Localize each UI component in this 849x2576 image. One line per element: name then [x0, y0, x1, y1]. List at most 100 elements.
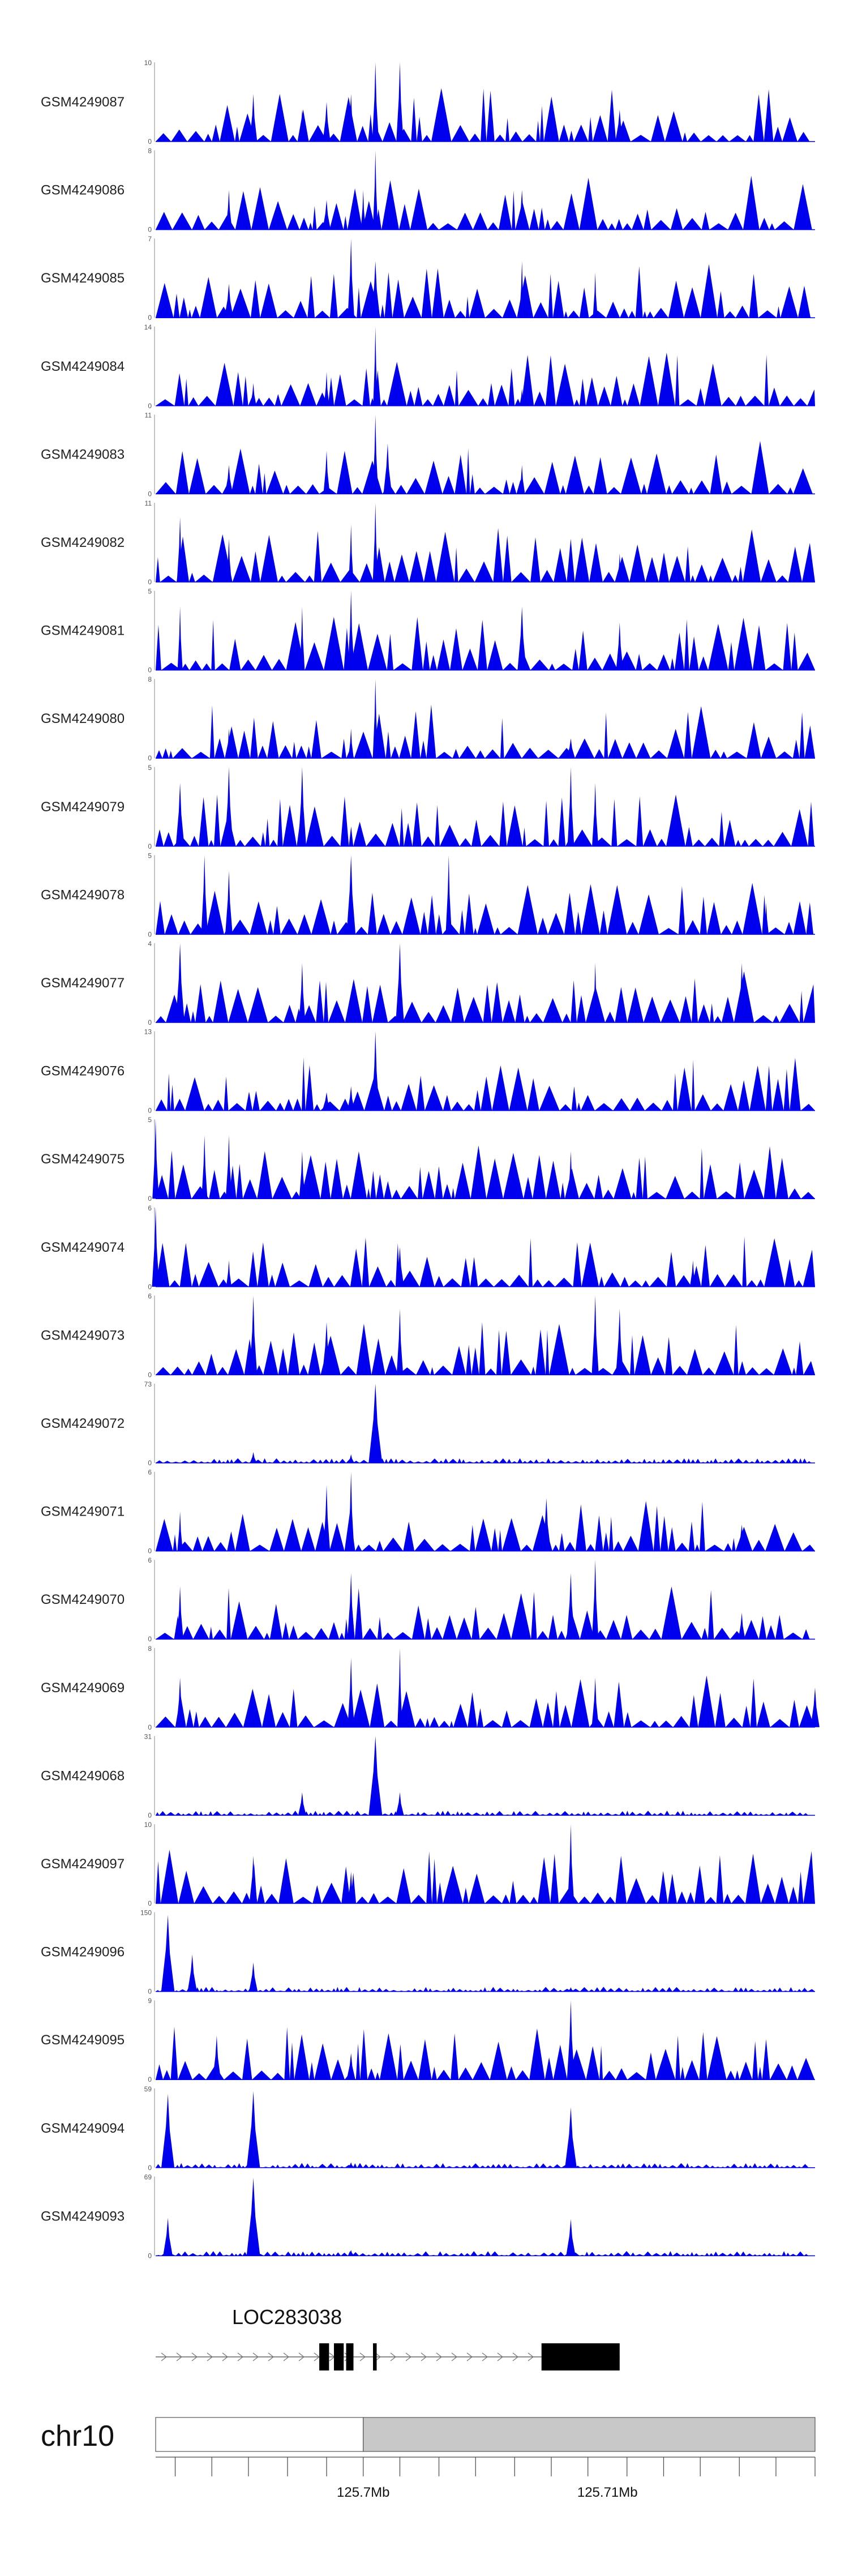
strand-arrow	[421, 2352, 427, 2361]
y-max-label: 6	[148, 1556, 152, 1564]
strand-arrow	[497, 2352, 504, 2361]
coverage-peak	[323, 102, 331, 142]
coverage-peak	[495, 2062, 500, 2080]
coverage-peak	[322, 1092, 331, 1111]
coverage-area	[156, 440, 813, 494]
y-min-label: 0	[148, 666, 152, 674]
track-GSM4249087: GSM4249087 10 0	[41, 59, 815, 146]
coverage-area	[156, 264, 811, 318]
y-max-label: 7	[148, 235, 152, 243]
track-GSM4249077: GSM4249077 4 0	[41, 940, 815, 1026]
track-label: GSM4249074	[41, 1240, 125, 1255]
coverage-area	[156, 1322, 815, 1375]
coverage-peak	[372, 62, 379, 142]
coverage-peak	[737, 1524, 747, 1551]
coverage-peak	[396, 1792, 404, 1816]
coverage-peak	[225, 871, 233, 935]
coverage-peak	[445, 855, 452, 935]
coverage-peak	[591, 1678, 599, 1727]
coverage-peak	[177, 1511, 183, 1551]
y-min-label: 0	[148, 402, 152, 410]
coverage-peak	[372, 150, 378, 230]
coverage-area	[156, 1501, 815, 1551]
track-label: GSM4249071	[41, 1504, 125, 1520]
y-min-label: 0	[148, 1723, 152, 1731]
axis-tick-label: 125.71Mb	[577, 2485, 638, 2500]
y-min-label: 0	[148, 2252, 152, 2260]
track-label: GSM4249076	[41, 1064, 125, 1079]
coverage-area	[156, 88, 810, 142]
coverage-peak	[397, 1648, 402, 1727]
track-label: GSM4249080	[41, 711, 125, 726]
coverage-peak	[225, 190, 232, 230]
coverage-peak	[225, 1135, 232, 1199]
track-label: GSM4249084	[41, 359, 125, 374]
strand-arrow	[528, 2352, 534, 2361]
coverage-peak	[591, 1560, 599, 1640]
strand-arrow	[466, 2352, 473, 2361]
y-max-label: 8	[148, 147, 152, 155]
track-GSM4249094: GSM4249094 59 0	[41, 2085, 815, 2172]
track-GSM4249084: GSM4249084 14 0	[41, 323, 815, 410]
coverage-peak	[567, 1824, 574, 1903]
track-label: GSM4249079	[41, 799, 125, 815]
track-GSM4249085: GSM4249085 7 0	[41, 235, 815, 322]
coverage-area	[156, 176, 812, 230]
coverage-peak	[323, 1484, 331, 1551]
coverage-peak	[201, 1135, 208, 1199]
coverage-area	[156, 1850, 815, 1903]
coverage-peak	[347, 94, 355, 142]
y-max-label: 4	[148, 940, 152, 948]
strand-arrow	[512, 2352, 519, 2361]
coverage-area	[156, 1811, 809, 1816]
y-max-label: 14	[144, 323, 152, 331]
coverage-peak	[161, 1915, 175, 1992]
track-GSM4249075: GSM4249075 5 0	[41, 1116, 815, 1203]
track-GSM4249070: GSM4249070 6 0	[41, 1556, 815, 1643]
coverage-peak	[738, 1612, 745, 1640]
strand-arrow	[298, 2352, 305, 2361]
coverage-peak	[348, 2162, 354, 2168]
coverage-peak	[322, 1322, 331, 1375]
coverage-area	[156, 794, 814, 846]
coverage-tracks: GSM4249087100GSM424908680GSM424908570GSM…	[41, 59, 820, 2260]
coverage-peak	[616, 1308, 624, 1375]
coverage-area	[156, 704, 815, 759]
coverage-peak	[566, 2219, 576, 2256]
coverage-area	[156, 352, 815, 406]
exon-block	[319, 2343, 329, 2370]
coverage-peak	[348, 1471, 354, 1551]
coverage-peak	[323, 451, 330, 494]
coverage-peak	[591, 1295, 599, 1375]
y-min-label: 0	[148, 1371, 152, 1379]
y-max-label: 8	[148, 1645, 152, 1653]
coverage-peak	[298, 1792, 306, 1816]
coverage-peak	[617, 553, 622, 582]
track-GSM4249072: GSM4249072 73 0	[41, 1380, 815, 1467]
y-min-label: 0	[148, 1899, 152, 1907]
y-max-label: 69	[144, 2173, 152, 2181]
coverage-area	[156, 1586, 810, 1640]
coverage-peak	[361, 190, 366, 230]
coverage-peak	[249, 1856, 258, 1903]
y-max-label: 6	[148, 1469, 152, 1477]
coverage-peak	[567, 2000, 575, 2080]
track-label: GSM4249096	[41, 1945, 125, 1960]
track-label: GSM4249077	[41, 975, 125, 991]
strand-arrow	[176, 2352, 183, 2361]
y-max-label: 8	[148, 675, 152, 683]
track-label: GSM4249095	[41, 2032, 125, 2048]
chromosome-axis: 125.7Mb 125.71Mb	[155, 2417, 816, 2500]
strand-arrow	[482, 2352, 488, 2361]
y-max-label: 6	[148, 1204, 152, 1212]
coverage-peak	[811, 1687, 820, 1727]
coverage-peak	[348, 524, 354, 582]
coverage-area	[156, 528, 815, 582]
y-min-label: 0	[148, 1988, 152, 1996]
coverage-peak	[212, 2035, 221, 2080]
coverage-peak	[152, 1207, 160, 1287]
coverage-area	[156, 1987, 815, 1992]
coverage-peak	[383, 443, 392, 494]
coverage-peak	[396, 1247, 404, 1287]
coverage-peak	[299, 606, 305, 670]
